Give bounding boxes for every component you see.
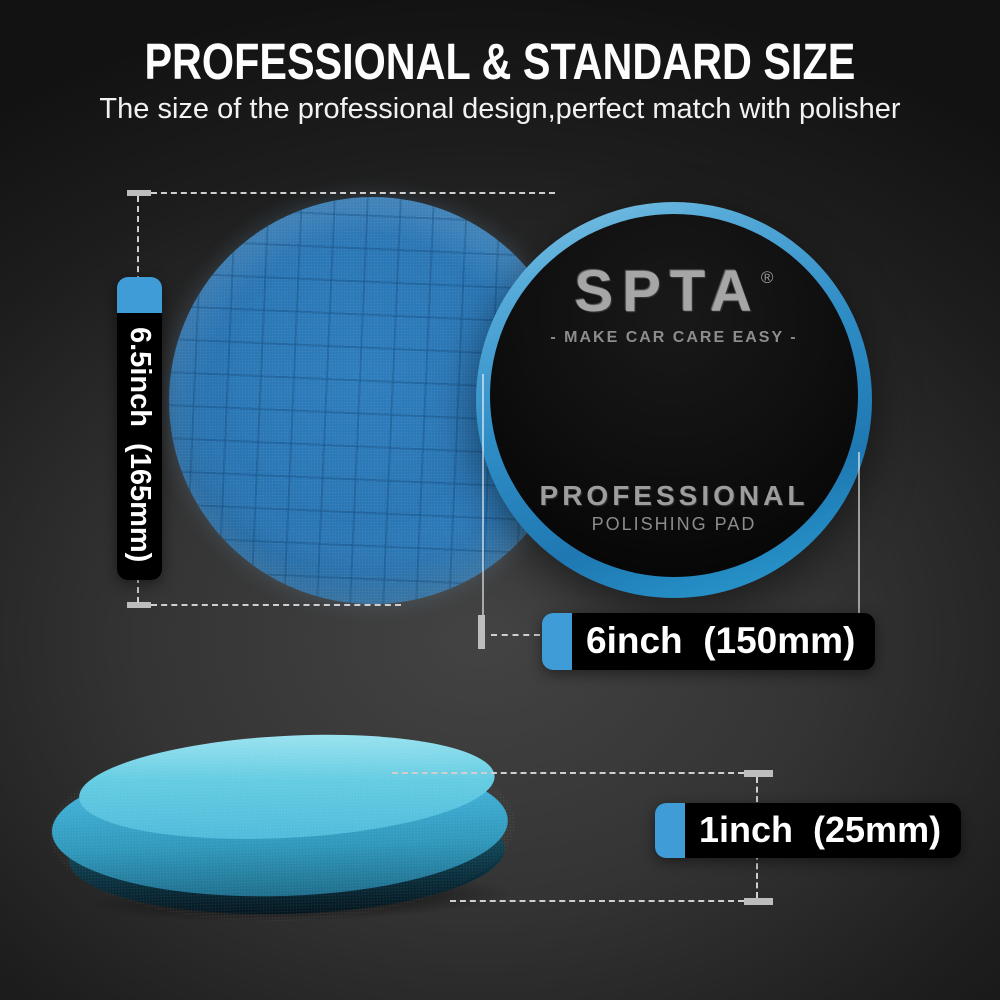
pad-back-label-line1: PROFESSIONAL [539,480,809,511]
pad-back-view: SPTA® - MAKE CAR CARE EASY - PROFESSIONA… [476,202,872,598]
diameter-dim-left-tick [478,615,485,649]
diameter-dim-left-extension-line [482,374,484,616]
thickness-dim-label: 1inch (25mm) [655,803,962,858]
height-dim-bottom-tick [127,602,151,608]
pad-back-face: SPTA® - MAKE CAR CARE EASY - PROFESSIONA… [490,214,858,577]
page-title: PROFESSIONAL & STANDARD SIZE [144,32,856,90]
thickness-dim-top-tick [744,770,773,777]
brand-block: SPTA® - MAKE CAR CARE EASY - [490,258,858,347]
brand-logo-row: SPTA® [490,258,858,325]
thickness-dim-label-accent [655,803,685,858]
diameter-dim-label-text: 6inch (150mm) [586,620,856,661]
brand-logo-text: SPTA [574,259,761,324]
pad-back-label: PROFESSIONAL POLISHING PAD [490,480,858,535]
brand-tagline: - MAKE CAR CARE EASY - [550,329,798,346]
registered-trademark-mark: ® [760,268,774,287]
thickness-dim-top-extension-line [392,772,744,774]
page-subtitle: The size of the professional design,perf… [99,93,901,125]
height-dim-top-extension-line [151,192,555,194]
thickness-dim-label-text: 1inch (25mm) [699,808,942,850]
diameter-dim-right-extension-line [858,452,860,616]
diameter-dim-label-accent [542,613,572,670]
header: PROFESSIONAL & STANDARD SIZE The size of… [0,36,1000,126]
height-dim-top-tick [127,190,151,196]
thickness-dim-bottom-tick [744,898,773,905]
diameter-dim-label: 6inch (150mm) [542,613,876,670]
pad-back-label-line2: POLISHING PAD [591,514,757,534]
height-dim-label: 6.5inch (165mm) [117,277,162,581]
height-dim-bottom-extension-line [151,604,401,606]
height-dim-label-text: 6.5inch (165mm) [124,327,156,563]
pad-side-view [47,725,518,932]
height-dim-label-accent [117,277,162,313]
thickness-dim-bottom-extension-line [450,900,744,902]
diameter-dim-left-dash [491,634,540,636]
